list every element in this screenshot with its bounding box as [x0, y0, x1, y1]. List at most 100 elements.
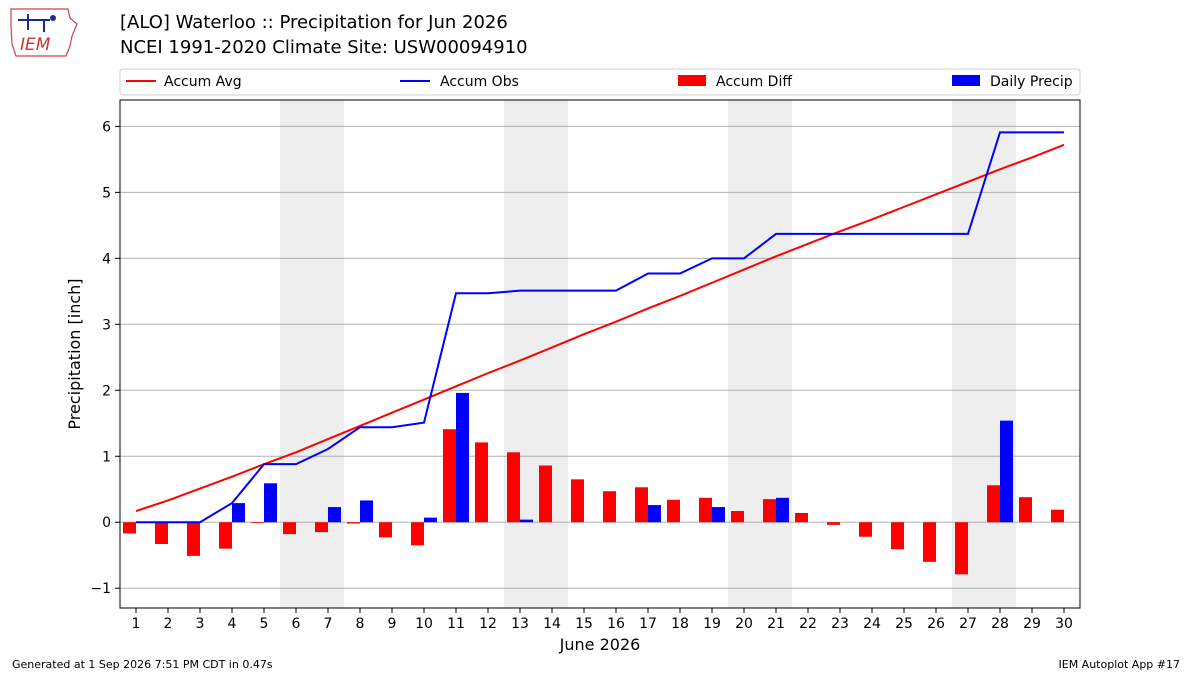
- x-tick-label-3: 3: [196, 616, 205, 632]
- bar-accum-diff-day-15: [571, 479, 584, 523]
- bar-accum-diff-day-28: [987, 485, 1000, 523]
- y-axis-label: Precipitation [inch]: [65, 278, 84, 429]
- x-tick-label-10: 10: [415, 616, 433, 632]
- legend-label-daily-precip: Daily Precip: [990, 74, 1073, 90]
- bar-accum-diff-day-23: [827, 522, 840, 525]
- y-tick-label-2: 2: [102, 383, 111, 399]
- x-tick-label-30: 30: [1055, 616, 1073, 632]
- bar-accum-diff-day-17: [635, 487, 648, 523]
- bar-accum-diff-day-21: [763, 499, 776, 523]
- legend-swatch-daily-precip: [952, 75, 980, 86]
- bar-accum-diff-day-12: [475, 442, 488, 523]
- legend-swatch-accum-diff: [678, 75, 706, 86]
- x-tick-label-11: 11: [447, 616, 465, 632]
- x-tick-label-1: 1: [132, 616, 141, 632]
- plot-border: [119, 99, 1081, 609]
- iem-logo: IEM: [10, 8, 78, 57]
- y-tick-label-3: 3: [102, 317, 111, 333]
- bar-daily-precip-day-13: [520, 519, 533, 523]
- x-tick-label-18: 18: [671, 616, 689, 632]
- bar-daily-precip-day-7: [328, 507, 341, 523]
- x-axis-label: June 2026: [559, 635, 641, 654]
- bar-accum-diff-day-26: [923, 522, 936, 562]
- weekend-shade-3: [728, 100, 792, 608]
- y-tick-label-1: 1: [102, 449, 111, 465]
- bar-accum-diff-day-25: [891, 522, 904, 550]
- x-tick-label-15: 15: [575, 616, 593, 632]
- x-tick-label-29: 29: [1023, 616, 1041, 632]
- x-tick-label-21: 21: [767, 616, 785, 632]
- x-tick-label-22: 22: [799, 616, 817, 632]
- x-tick-label-12: 12: [479, 616, 497, 632]
- x-tick-label-28: 28: [991, 616, 1009, 632]
- x-tick-label-6: 6: [292, 616, 301, 632]
- bar-accum-diff-day-29: [1019, 497, 1032, 523]
- bar-daily-precip-day-21: [776, 497, 789, 523]
- bar-accum-diff-day-5: [251, 522, 264, 524]
- x-tick-label-19: 19: [703, 616, 721, 632]
- y-tick-label-5: 5: [102, 185, 111, 201]
- chart-subtitle: NCEI 1991-2020 Climate Site: USW00094910: [120, 37, 528, 58]
- bar-accum-diff-day-3: [187, 522, 200, 556]
- bar-daily-precip-day-4: [232, 503, 245, 523]
- grid-lines: [120, 125, 1080, 589]
- bar-daily-precip-day-17: [648, 505, 661, 523]
- bar-accum-diff-day-11: [443, 429, 456, 523]
- bar-accum-diff-day-14: [539, 465, 552, 523]
- lines-group: [135, 131, 1065, 524]
- x-tick-label-9: 9: [388, 616, 397, 632]
- x-tick-label-2: 2: [164, 616, 173, 632]
- bar-accum-diff-day-9: [379, 522, 392, 538]
- x-tick-label-13: 13: [511, 616, 529, 632]
- legend-label-accum-diff: Accum Diff: [716, 74, 792, 90]
- y-axis-ticks: −1 0 1 2 3 4 5 6: [90, 119, 120, 597]
- bar-accum-diff-day-2: [155, 522, 168, 545]
- bar-daily-precip-day-8: [360, 500, 373, 523]
- x-tick-label-25: 25: [895, 616, 913, 632]
- x-tick-label-14: 14: [543, 616, 561, 632]
- bar-daily-precip-day-28: [1000, 420, 1013, 523]
- bar-daily-precip-day-10: [424, 517, 437, 523]
- bar-accum-diff-day-4: [219, 522, 232, 549]
- x-tick-label-7: 7: [324, 616, 333, 632]
- bar-accum-diff-day-1: [123, 522, 136, 534]
- y-tick-label-4: 4: [102, 251, 111, 267]
- x-tick-label-8: 8: [356, 616, 365, 632]
- x-tick-label-5: 5: [260, 616, 269, 632]
- bar-accum-diff-day-27: [955, 522, 968, 575]
- bar-daily-precip-day-5: [264, 483, 277, 523]
- x-tick-label-27: 27: [959, 616, 977, 632]
- logo-text: IEM: [20, 35, 51, 55]
- x-axis-ticks: 1 2 3 4 5 6 7 8 9 10 11 12 13 14 15 16 17 18 19 20 21 22 23 24 2…: [132, 608, 1073, 632]
- x-tick-label-23: 23: [831, 616, 849, 632]
- app-id: IEM Autoplot App #17: [1058, 658, 1181, 671]
- bar-accum-diff-day-20: [731, 511, 744, 523]
- y-tick-label--1: −1: [90, 581, 111, 597]
- legend-frame: [119, 68, 1081, 96]
- bar-accum-diff-day-8: [347, 522, 360, 524]
- y-tick-label-0: 0: [102, 515, 111, 531]
- x-tick-label-24: 24: [863, 616, 881, 632]
- bar-accum-diff-day-19: [699, 497, 712, 523]
- bar-accum-diff-day-10: [411, 522, 424, 546]
- bar-accum-diff-day-13: [507, 452, 520, 523]
- bar-accum-diff-day-6: [283, 522, 296, 535]
- x-tick-label-17: 17: [639, 616, 657, 632]
- bar-daily-precip-day-11: [456, 392, 469, 523]
- bar-accum-diff-day-7: [315, 522, 328, 533]
- chart-title: [ALO] Waterloo :: Precipitation for Jun …: [120, 12, 508, 33]
- y-tick-label-6: 6: [102, 119, 111, 135]
- bars-group: [123, 392, 1064, 575]
- bar-accum-diff-day-24: [859, 522, 872, 537]
- generated-timestamp: Generated at 1 Sep 2026 7:51 PM CDT in 0…: [12, 658, 273, 671]
- x-tick-label-4: 4: [228, 616, 237, 632]
- bar-accum-diff-day-22: [795, 512, 808, 523]
- bar-accum-diff-day-16: [603, 491, 616, 523]
- accum-avg-line: [135, 143, 1065, 512]
- x-tick-label-16: 16: [607, 616, 625, 632]
- bar-accum-diff-day-18: [667, 499, 680, 523]
- accum-obs-line: [136, 131, 1064, 524]
- bar-daily-precip-day-19: [712, 507, 725, 523]
- legend-label-accum-obs: Accum Obs: [440, 74, 519, 90]
